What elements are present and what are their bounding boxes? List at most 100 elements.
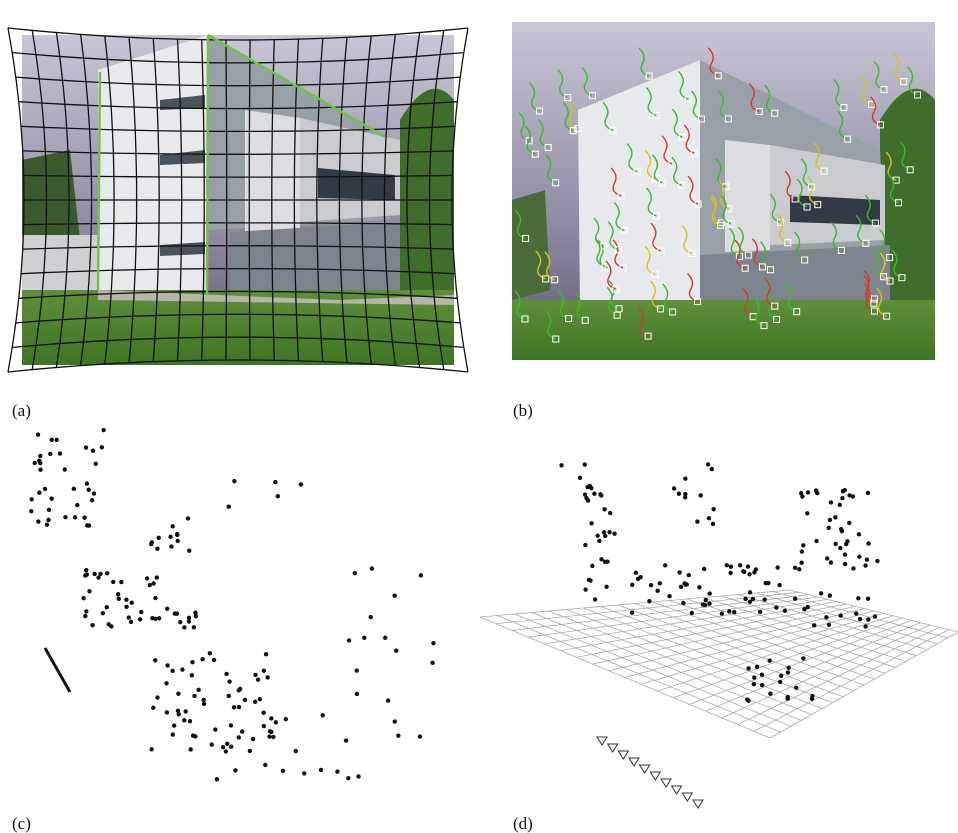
point [667, 594, 671, 598]
point [431, 641, 435, 645]
point [170, 524, 174, 528]
point [687, 573, 691, 577]
point [758, 610, 762, 614]
point [711, 522, 715, 526]
point [183, 709, 187, 713]
point [583, 587, 587, 591]
point [92, 491, 96, 495]
point [335, 769, 339, 773]
point [138, 617, 142, 621]
point [828, 518, 832, 522]
point [346, 776, 350, 780]
point [90, 498, 94, 502]
point [559, 463, 563, 467]
ground-plane [480, 590, 958, 738]
point [46, 518, 50, 522]
point [690, 611, 694, 615]
point [124, 597, 128, 601]
point [165, 663, 169, 667]
point [843, 562, 847, 566]
point [92, 572, 96, 576]
point [704, 598, 708, 602]
point [840, 529, 844, 533]
point [741, 569, 745, 573]
point [599, 557, 603, 561]
camera-path [45, 648, 70, 692]
point [368, 615, 372, 619]
point [43, 487, 47, 491]
point [36, 432, 40, 436]
point [353, 571, 357, 575]
point [175, 539, 179, 543]
point [774, 605, 778, 609]
point [793, 566, 797, 570]
point [707, 516, 711, 520]
point [865, 557, 869, 561]
point [344, 738, 348, 742]
point [866, 541, 870, 545]
point [707, 601, 711, 605]
point [271, 735, 275, 739]
point [237, 688, 241, 692]
point [833, 542, 837, 546]
point [708, 591, 712, 595]
point [109, 624, 113, 628]
point [430, 661, 434, 665]
point [746, 666, 750, 670]
point [607, 530, 611, 534]
point [187, 616, 191, 620]
point [105, 571, 109, 575]
point [63, 515, 67, 519]
camera [597, 737, 607, 745]
point [612, 532, 616, 536]
point [396, 734, 400, 738]
camera [618, 751, 628, 759]
point [319, 768, 323, 772]
point [256, 678, 260, 682]
point [33, 461, 37, 465]
point [98, 572, 102, 576]
point [124, 605, 128, 609]
panel-label: (b) [513, 401, 533, 420]
point [658, 581, 662, 585]
point [843, 552, 847, 556]
point [598, 492, 602, 496]
point [269, 716, 273, 720]
point [176, 692, 180, 696]
point [752, 682, 756, 686]
point [738, 563, 742, 567]
point [263, 763, 267, 767]
point [583, 462, 587, 466]
point [150, 616, 154, 620]
point [663, 563, 667, 567]
point-cloud [559, 462, 879, 703]
point [202, 702, 206, 706]
point [826, 526, 830, 530]
point [683, 492, 687, 496]
point [747, 572, 751, 576]
point [857, 532, 861, 536]
point [37, 490, 41, 494]
point [838, 546, 842, 550]
point [237, 735, 241, 739]
camera [693, 800, 703, 808]
point [647, 599, 651, 603]
point [171, 732, 175, 736]
point [87, 589, 91, 593]
point [783, 609, 787, 613]
point [264, 652, 268, 656]
point [824, 615, 828, 619]
point [630, 610, 634, 614]
point [164, 681, 168, 685]
point [845, 539, 849, 543]
camera [608, 744, 618, 752]
point [212, 658, 216, 662]
point [419, 573, 423, 577]
point [105, 605, 109, 609]
point [347, 638, 351, 642]
point [779, 674, 783, 678]
point [276, 494, 280, 498]
point [284, 717, 288, 721]
point [800, 549, 804, 553]
camera [629, 758, 639, 766]
